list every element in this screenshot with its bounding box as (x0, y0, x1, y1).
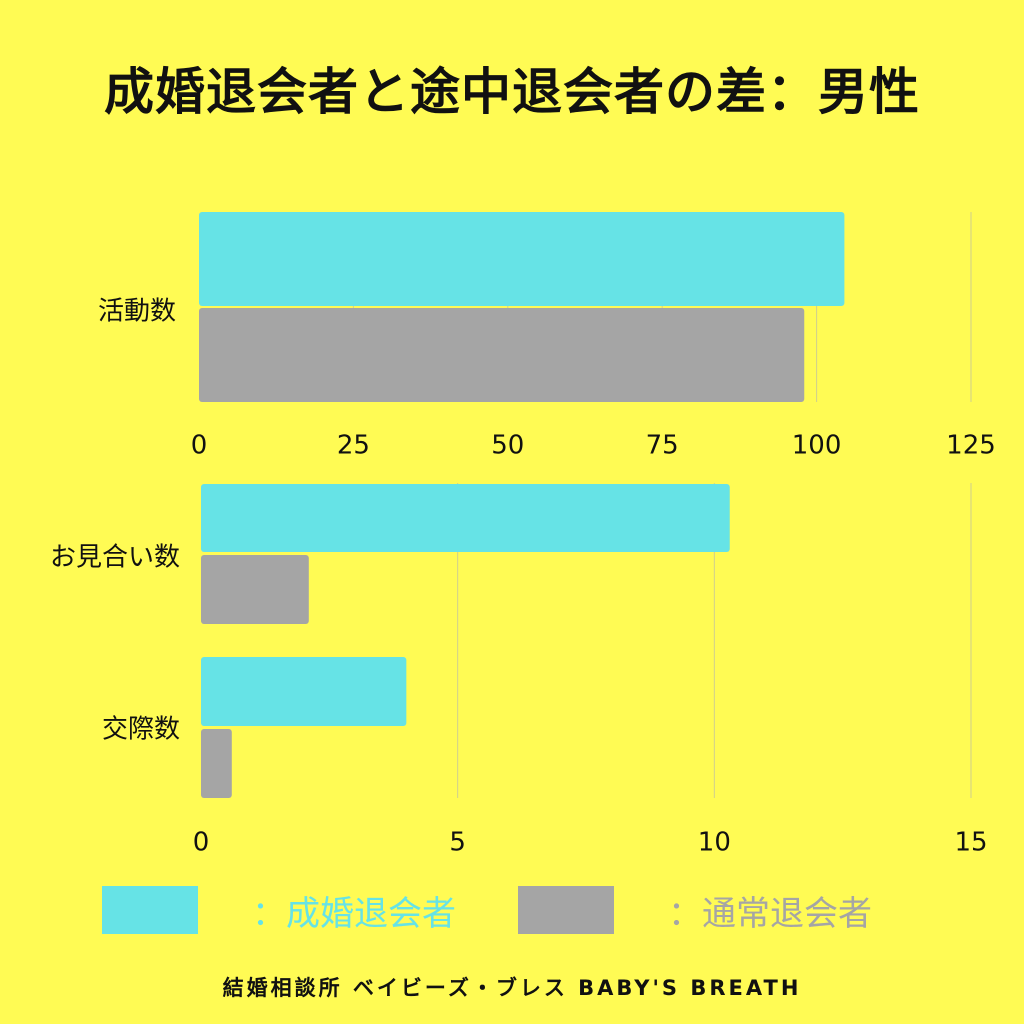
legend-item-married: ：成婚退会者 (102, 886, 456, 934)
x-tick-label: 50 (491, 431, 524, 461)
legend-label-married: ：成婚退会者 (252, 893, 456, 934)
bar-married-1-0 (201, 484, 730, 552)
x-tick-label: 10 (698, 828, 731, 858)
legend-label-regular: ：通常退会者 (668, 893, 872, 934)
x-tick-label: 0 (191, 431, 208, 461)
bar-married-0-0 (199, 212, 845, 306)
bar-regular-0-0 (199, 308, 805, 402)
bar-regular-1-1 (201, 729, 232, 798)
bar-married-1-1 (201, 657, 407, 726)
legend-swatch-regular (518, 886, 614, 934)
x-tick-label: 75 (646, 431, 679, 461)
x-tick-label: 5 (449, 828, 466, 858)
x-tick-label: 125 (946, 431, 996, 461)
legend-swatch-married (102, 886, 198, 934)
x-tick-label: 100 (792, 431, 842, 461)
category-label: お見合い数 (50, 543, 180, 573)
category-label: 交際数 (102, 715, 180, 745)
legend-item-regular: ：通常退会者 (518, 886, 872, 934)
chart-title: 成婚退会者と途中退会者の差：男性 (104, 63, 920, 121)
x-tick-label: 15 (954, 828, 987, 858)
x-tick-label: 25 (337, 431, 370, 461)
bar-regular-1-0 (201, 555, 309, 624)
x-tick-label: 0 (193, 828, 210, 858)
footer-credit: 結婚相談所 ベイビーズ・ブレス BABY'S BREATH (222, 976, 802, 1000)
category-label: 活動数 (98, 297, 176, 327)
